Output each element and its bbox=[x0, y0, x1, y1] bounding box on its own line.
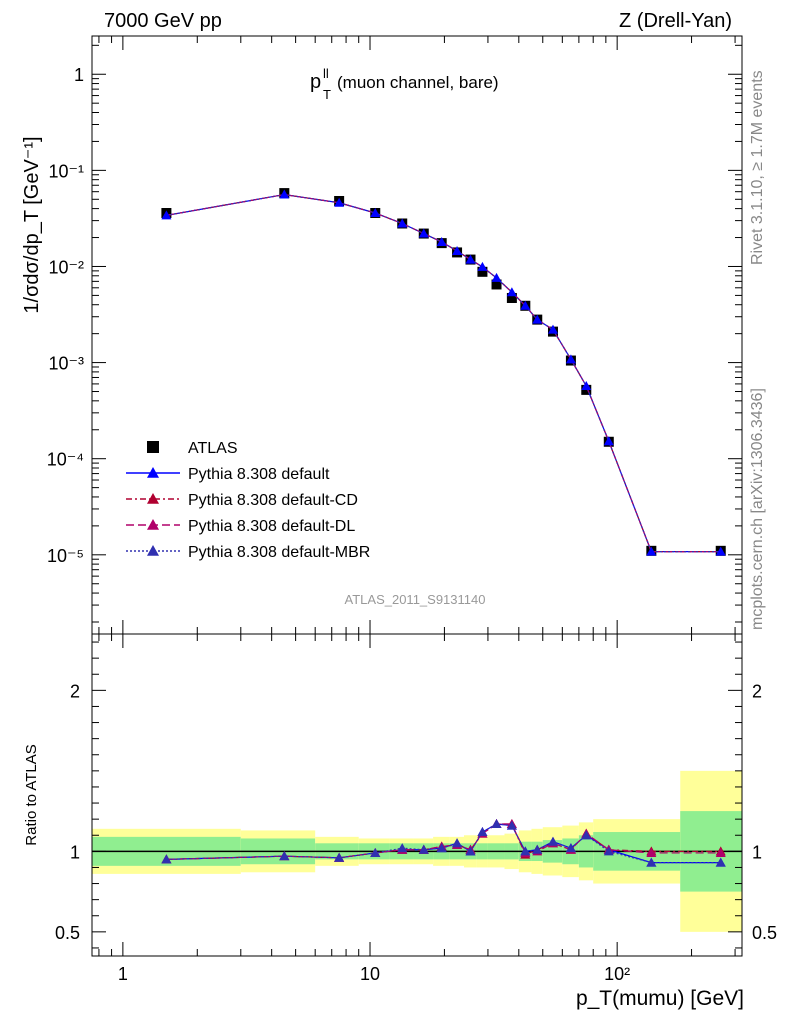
ratio-mc-point bbox=[520, 846, 531, 856]
top-mc-point bbox=[436, 236, 447, 246]
ratio-mc-point bbox=[565, 843, 576, 853]
ratio-mc-point bbox=[603, 846, 614, 856]
ratio-mc-point bbox=[532, 844, 543, 854]
ratio-y-tick-label-right: 2 bbox=[752, 681, 762, 701]
legend-marker-square bbox=[147, 441, 159, 453]
ratio-y-tick-label-right: 1 bbox=[752, 842, 762, 862]
analysis-watermark: ATLAS_2011_S9131140 bbox=[345, 592, 486, 607]
top-mc-point bbox=[452, 245, 463, 255]
legend-label: Pythia 8.308 default-CD bbox=[188, 492, 358, 509]
top-mc-point bbox=[477, 261, 488, 271]
y-tick-label: 10⁻⁵ bbox=[47, 546, 84, 566]
legend-marker-triangle bbox=[147, 493, 159, 504]
ratio-mc-point bbox=[715, 857, 726, 867]
top-mc-point bbox=[397, 218, 408, 228]
top-mc-point bbox=[603, 436, 614, 446]
atlas-data-point bbox=[477, 266, 488, 277]
ratio-mc-point bbox=[646, 847, 657, 857]
ratio-mc-point bbox=[491, 818, 502, 828]
data-series bbox=[161, 188, 726, 867]
plot-frames bbox=[91, 35, 743, 957]
ratio-mc-point bbox=[646, 857, 657, 867]
plot-title-sub: T bbox=[323, 87, 331, 102]
ratio-mc-point bbox=[436, 843, 447, 853]
ratio-mc-point bbox=[581, 830, 592, 840]
ratio-mc-point bbox=[452, 838, 463, 848]
top-mc-point bbox=[161, 210, 172, 220]
ratio-mc-point bbox=[397, 843, 408, 853]
y-tick-label: 10⁻⁴ bbox=[47, 450, 84, 470]
y-tick-label: 10⁻² bbox=[48, 257, 84, 277]
header-left: 7000 GeV pp bbox=[104, 10, 222, 32]
top-mc-line bbox=[166, 193, 721, 553]
ratio-mc-point bbox=[370, 847, 381, 857]
ratio-y-tick-label-right: 0.5 bbox=[752, 923, 777, 943]
axis-ticks: 1 10 10² 1 10⁻¹ 10⁻² 10⁻³ 10⁻⁴ 10⁻⁵ 0.5 0.5 1 1 2 2 bbox=[47, 36, 777, 984]
ratio-mc-point bbox=[418, 844, 429, 854]
ratio-y-tick-label: 1 bbox=[70, 842, 80, 862]
legend-label: ATLAS bbox=[188, 440, 238, 457]
top-mc-point bbox=[532, 314, 543, 324]
legend-label: Pythia 8.308 default-DL bbox=[188, 518, 355, 535]
x-axis-label: p_T(mumu) [GeV] bbox=[576, 987, 744, 1010]
header-right: Z (Drell-Yan) bbox=[619, 10, 732, 32]
ratio-y-tick-label: 2 bbox=[70, 681, 80, 701]
top-mc-point bbox=[279, 189, 290, 199]
top-mc-point bbox=[581, 381, 592, 391]
plot-title-main: p bbox=[310, 71, 321, 93]
ratio-mc-point bbox=[477, 827, 488, 837]
ratio-mc-point bbox=[334, 852, 345, 862]
legend-marker-triangle bbox=[147, 467, 159, 478]
top-mc-point bbox=[520, 300, 531, 310]
y-tick-label: 10⁻³ bbox=[48, 354, 84, 374]
y-tick-label: 10⁻¹ bbox=[48, 161, 84, 181]
legend-marker-triangle bbox=[147, 545, 159, 556]
ratio-mc-point bbox=[161, 854, 172, 864]
top-mc-point bbox=[646, 546, 657, 556]
ratio-uncertainty-bands bbox=[92, 770, 742, 932]
top-mc-point bbox=[370, 208, 381, 218]
ratio-mc-point bbox=[547, 836, 558, 846]
top-mc-point bbox=[334, 197, 345, 207]
ratio-mc-point bbox=[506, 820, 517, 830]
x-tick-label: 10 bbox=[360, 964, 380, 984]
top-mc-point bbox=[715, 546, 726, 556]
atlas-data-point bbox=[491, 279, 502, 290]
top-mc-point bbox=[565, 354, 576, 364]
ratio-mc-point bbox=[715, 847, 726, 857]
top-mc-point bbox=[547, 324, 558, 334]
atlas-data-point bbox=[506, 292, 517, 303]
top-mc-point bbox=[465, 254, 476, 264]
ratio-panel-frame bbox=[91, 633, 743, 957]
legend-label: Pythia 8.308 default bbox=[188, 466, 330, 483]
ratio-mc-point bbox=[465, 846, 476, 856]
top-mc-point bbox=[491, 272, 502, 282]
plot-title-sup: ll bbox=[323, 66, 329, 81]
plot-title-rest: (muon channel, bare) bbox=[337, 73, 499, 92]
legend-marker-triangle bbox=[147, 519, 159, 530]
top-mc-point bbox=[506, 287, 517, 297]
y-axis-label-ratio: Ratio to ATLAS bbox=[23, 744, 40, 845]
legend-label: Pythia 8.308 default-MBR bbox=[188, 544, 370, 561]
legend: ATLAS Pythia 8.308 default Pythia 8.308 de… bbox=[126, 440, 370, 561]
x-tick-label: 10² bbox=[604, 964, 630, 984]
rivet-version-label: Rivet 3.1.10, ≥ 1.7M events bbox=[749, 70, 766, 265]
ratio-mc-point bbox=[279, 851, 290, 861]
y-axis-label-top: 1/σdσ/dp_T [GeV⁻¹] bbox=[21, 136, 43, 313]
mcplots-label: mcplots.cern.ch [arXiv:1306.3436] bbox=[749, 388, 766, 630]
x-tick-label: 1 bbox=[118, 964, 128, 984]
y-tick-label: 1 bbox=[74, 65, 84, 85]
top-mc-point bbox=[418, 228, 429, 238]
ratio-y-tick-label: 0.5 bbox=[55, 923, 80, 943]
